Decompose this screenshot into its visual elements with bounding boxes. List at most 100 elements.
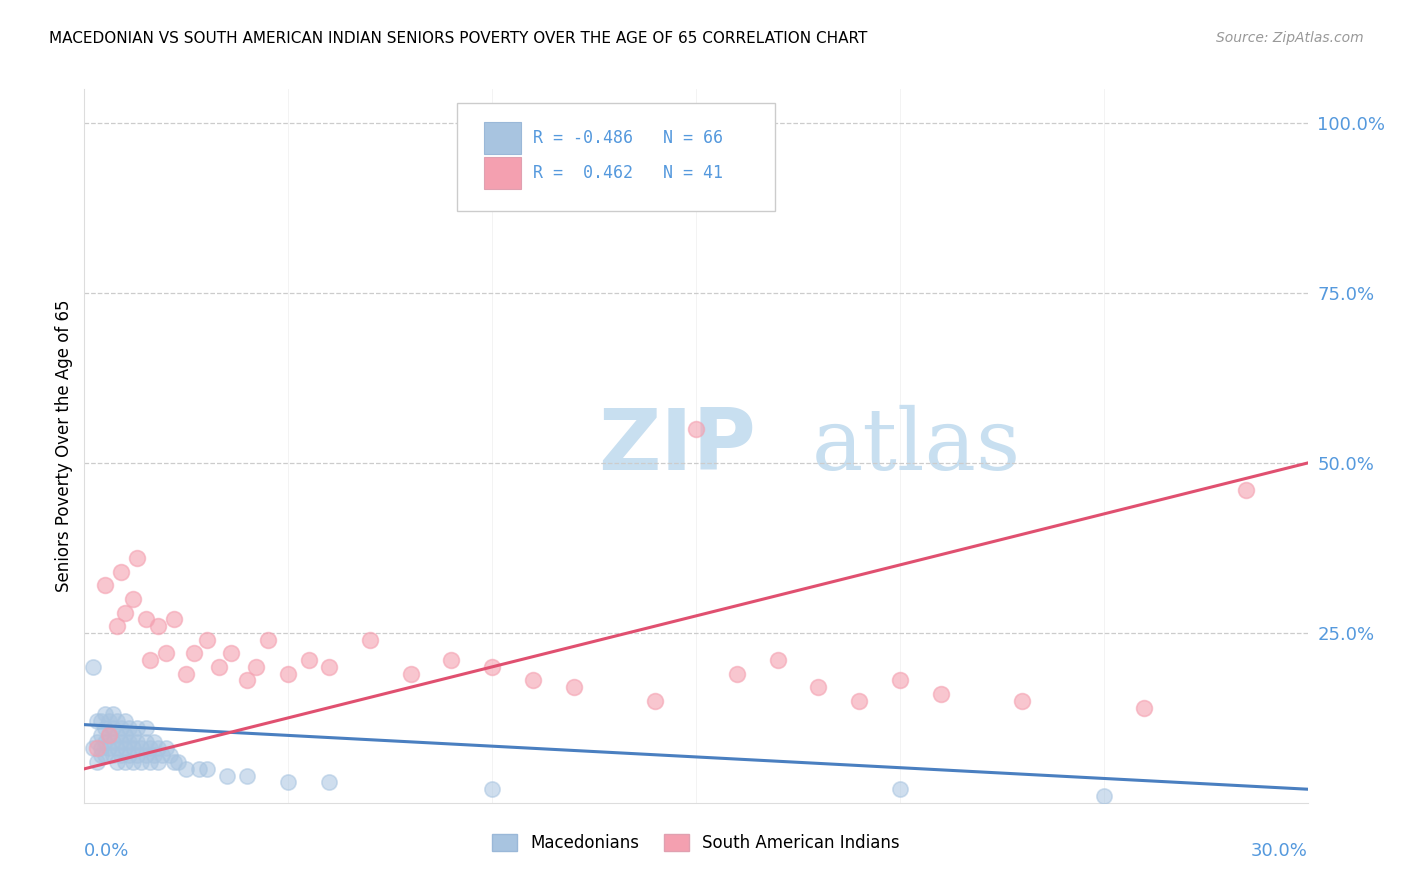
Point	[131, 741, 153, 756]
Point	[298, 653, 321, 667]
Point	[105, 741, 128, 756]
Point	[105, 619, 128, 633]
Point	[127, 721, 149, 735]
Point	[1092, 789, 1115, 803]
Point	[86, 741, 108, 756]
Point	[135, 721, 157, 735]
Point	[685, 422, 707, 436]
Point	[90, 714, 112, 729]
Point	[86, 734, 108, 748]
Point	[101, 707, 124, 722]
Point	[217, 769, 239, 783]
Point	[1236, 483, 1258, 498]
Point	[90, 748, 112, 763]
Point	[114, 728, 136, 742]
Point	[122, 741, 145, 756]
Point	[219, 646, 242, 660]
Point	[97, 741, 120, 756]
Point	[118, 748, 141, 763]
Point	[155, 741, 177, 756]
Point	[114, 755, 136, 769]
Point	[127, 748, 149, 763]
Point	[135, 748, 157, 763]
Point	[176, 762, 198, 776]
Text: MACEDONIAN VS SOUTH AMERICAN INDIAN SENIORS POVERTY OVER THE AGE OF 65 CORRELATI: MACEDONIAN VS SOUTH AMERICAN INDIAN SENI…	[49, 31, 868, 46]
Point	[110, 734, 132, 748]
Point	[1133, 700, 1156, 714]
Point	[110, 565, 132, 579]
Point	[135, 612, 157, 626]
Point	[889, 673, 911, 688]
Point	[135, 734, 157, 748]
Point	[138, 741, 160, 756]
Point	[90, 741, 112, 756]
Point	[245, 660, 267, 674]
Point	[889, 782, 911, 797]
Point	[122, 755, 145, 769]
Point	[183, 646, 205, 660]
Text: 30.0%: 30.0%	[1251, 842, 1308, 860]
Point	[929, 687, 952, 701]
Point	[176, 666, 198, 681]
Point	[127, 551, 149, 566]
Point	[118, 734, 141, 748]
Point	[562, 680, 585, 694]
Point	[399, 666, 422, 681]
Point	[110, 721, 132, 735]
Point	[90, 728, 112, 742]
Point	[105, 728, 128, 742]
Point	[359, 632, 381, 647]
Point	[318, 775, 340, 789]
FancyBboxPatch shape	[457, 103, 776, 211]
Point	[93, 721, 117, 735]
Point	[114, 606, 136, 620]
Point	[644, 694, 666, 708]
FancyBboxPatch shape	[484, 157, 522, 189]
Text: R = -0.486   N = 66: R = -0.486 N = 66	[533, 128, 723, 146]
Point	[318, 660, 340, 674]
Point	[122, 728, 145, 742]
Point	[82, 741, 104, 756]
Point	[481, 660, 503, 674]
Point	[150, 748, 173, 763]
Point	[146, 741, 169, 756]
FancyBboxPatch shape	[484, 121, 522, 153]
Point	[101, 734, 124, 748]
Point	[101, 748, 124, 763]
Point	[142, 734, 165, 748]
Point	[766, 653, 789, 667]
Text: 0.0%: 0.0%	[84, 842, 129, 860]
Point	[97, 728, 120, 742]
Legend: Macedonians, South American Indians: Macedonians, South American Indians	[485, 827, 907, 859]
Point	[93, 578, 117, 592]
Point	[277, 666, 299, 681]
Point	[1011, 694, 1033, 708]
Point	[146, 755, 169, 769]
Point	[101, 721, 124, 735]
Point	[97, 728, 120, 742]
Point	[97, 714, 120, 729]
Point	[146, 619, 169, 633]
Point	[93, 707, 117, 722]
Point	[114, 741, 136, 756]
Point	[82, 660, 104, 674]
Point	[122, 591, 145, 606]
Point	[118, 721, 141, 735]
Point	[127, 734, 149, 748]
Y-axis label: Seniors Poverty Over the Age of 65: Seniors Poverty Over the Age of 65	[55, 300, 73, 592]
Point	[138, 653, 160, 667]
Point	[195, 632, 218, 647]
Text: ZIP: ZIP	[598, 404, 756, 488]
Point	[257, 632, 280, 647]
Text: Source: ZipAtlas.com: Source: ZipAtlas.com	[1216, 31, 1364, 45]
Point	[848, 694, 870, 708]
Point	[86, 755, 108, 769]
Point	[110, 748, 132, 763]
Point	[522, 673, 544, 688]
Point	[440, 653, 463, 667]
Point	[277, 775, 299, 789]
Text: atlas: atlas	[813, 404, 1021, 488]
Point	[86, 714, 108, 729]
Point	[807, 680, 830, 694]
Point	[163, 612, 186, 626]
